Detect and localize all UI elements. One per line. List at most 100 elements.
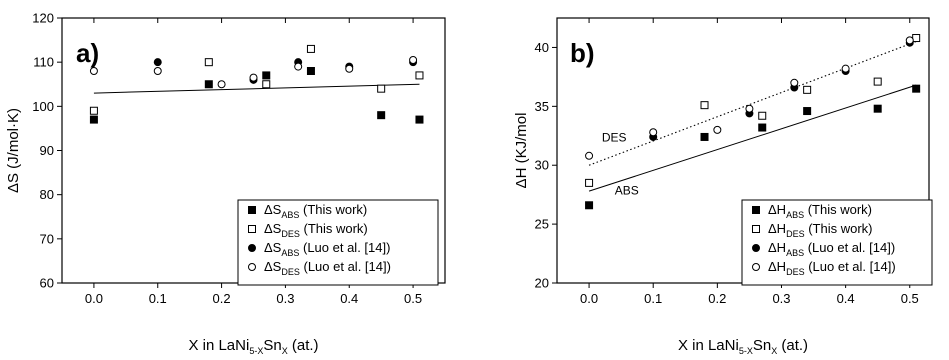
legend-entry: ΔHDES (This work) [768, 221, 872, 239]
y-tick-label: 60 [40, 276, 54, 291]
y-tick-label: 110 [33, 55, 54, 70]
x-tick-label: 0.5 [404, 291, 422, 306]
data-point [89, 115, 98, 124]
legend-entry-sub: ABS [786, 248, 804, 258]
legend-entry: ΔSABS (Luo et al. [14]) [264, 240, 390, 258]
y-axis-label: ΔH (KJ/mol [513, 113, 530, 189]
x-tick-label: 0.3 [772, 291, 790, 306]
data-point [204, 80, 213, 89]
x-axis-label-mid: Sn [753, 337, 771, 354]
data-point [249, 73, 258, 82]
legend-entry-suffix: (This work) [300, 221, 368, 236]
x-tick-label: 0.0 [85, 291, 103, 306]
x-axis-label-main: X in LaNi [188, 337, 249, 354]
data-point [758, 123, 767, 132]
legend-entry-sub: ABS [281, 248, 299, 258]
legend-entry-suffix: (Luo et al. [14]) [805, 259, 896, 274]
chart-panel-b: 0.0 0.1 0.2 0.3 0.4 0.5 20 25 30 35 40 X in LaNi5-X… [513, 17, 933, 356]
legend-entry: ΔHABS (This work) [768, 202, 872, 220]
data-point [713, 125, 722, 134]
x-axis-label-sub: X [771, 346, 777, 356]
data-point [294, 62, 303, 71]
y-tick-label: 100 [32, 99, 54, 114]
y-tick-label: 120 [32, 11, 54, 26]
legend-entry-name: ΔS [264, 240, 282, 255]
data-series-1 [89, 44, 424, 115]
data-point [262, 80, 271, 89]
legend-entry-suffix: (Luo et al. [14]) [300, 259, 391, 274]
y-tick-label: 80 [40, 187, 54, 202]
data-point [89, 106, 98, 115]
data-point [415, 71, 424, 80]
chart-panel-a: 0.0 0.1 0.2 0.3 0.4 0.5 60 70 80 90 100 110 120 X in … [5, 11, 446, 356]
data-series-3 [585, 36, 914, 160]
data-point [345, 64, 354, 73]
x-axis-label-main: X in LaNi [678, 337, 739, 354]
legend-entry-name: ΔH [768, 259, 786, 274]
data-point [306, 44, 315, 53]
data-point [153, 67, 162, 75]
legend-entry-sub: DES [281, 267, 300, 277]
data-point [700, 101, 709, 110]
data-point [841, 64, 850, 73]
x-tick-label: 0.4 [340, 291, 358, 306]
data-series-0 [585, 84, 921, 210]
legend-box [237, 199, 439, 286]
x-axis-label-tail: (at.) [288, 337, 319, 354]
x-tick-label: 0.4 [837, 291, 855, 306]
data-point [409, 55, 418, 64]
panel-label: a) [76, 38, 99, 68]
data-point [745, 104, 754, 113]
fit-line-des [588, 41, 917, 166]
x-axis-label: X in LaNi5-XSnX (at.) [678, 337, 808, 356]
legend-entry-suffix: (This work) [299, 202, 367, 217]
legend-entry-suffix: (Luo et al. [14]) [804, 240, 895, 255]
legend-entry: ΔHDES (Luo et al. [14]) [768, 259, 896, 277]
data-point [912, 84, 921, 93]
data-point [262, 71, 271, 80]
data-point [204, 58, 213, 67]
data-point [585, 151, 594, 160]
legend-entry-name: ΔS [264, 221, 282, 236]
fit-line-abs [93, 83, 420, 94]
data-series-3 [89, 55, 418, 89]
legend-entry-sub: DES [786, 267, 805, 277]
y-tick-label: 40 [535, 40, 549, 55]
legend-marker [752, 206, 760, 214]
legend-entry-name: ΔH [768, 202, 786, 217]
legend-entry-name: ΔH [768, 221, 786, 236]
legend-entry-name: ΔS [264, 202, 282, 217]
data-series-2 [153, 58, 418, 84]
data-series-0 [89, 67, 424, 124]
legend-entry-name: ΔH [768, 240, 786, 255]
legend-marker [248, 244, 256, 252]
legend-entry-sub: DES [786, 229, 805, 239]
legend: ΔHABS (This work)ΔHDES (This work)ΔHABS … [741, 199, 933, 286]
x-tick-label: 0.5 [901, 291, 919, 306]
data-point [873, 104, 882, 113]
legend-entry-suffix: (Luo et al. [14]) [299, 240, 390, 255]
legend-entry: ΔSDES (Luo et al. [14]) [264, 259, 391, 277]
y-tick-label: 70 [40, 231, 54, 246]
legend-entry-sub: DES [281, 229, 300, 239]
legend: ΔSABS (This work)ΔSDES (This work)ΔSABS … [237, 199, 439, 286]
data-point [377, 111, 386, 120]
y-tick-label: 90 [40, 143, 54, 158]
x-axis-label-sub: 5-X [739, 346, 753, 356]
legend-entry: ΔHABS (Luo et al. [14]) [768, 240, 895, 258]
x-axis-label: X in LaNi5-XSnX (at.) [188, 337, 318, 356]
legend-marker [248, 263, 256, 271]
data-point [790, 78, 799, 87]
legend-entry: ΔSABS (This work) [264, 202, 367, 220]
data-point [649, 128, 658, 137]
legend-entry-suffix: (This work) [804, 202, 872, 217]
x-axis-label-mid: Sn [263, 337, 281, 354]
data-point [585, 178, 594, 187]
x-axis-label-tail: (at.) [777, 337, 808, 354]
data-point [217, 80, 226, 89]
x-tick-label: 0.1 [644, 291, 662, 306]
line-annotation: ABS [615, 184, 639, 198]
x-tick-label: 0.2 [213, 291, 231, 306]
y-tick-label: 35 [535, 99, 549, 114]
